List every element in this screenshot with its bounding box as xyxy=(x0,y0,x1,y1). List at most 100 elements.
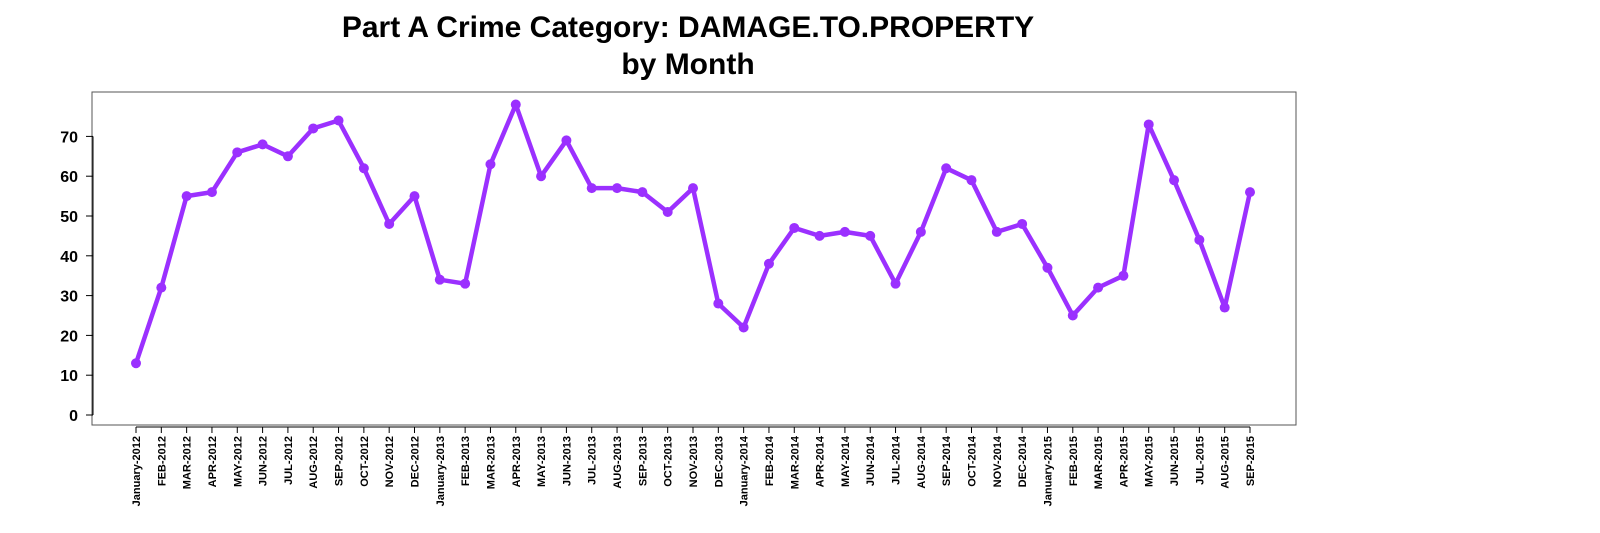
data-point xyxy=(1042,262,1053,273)
data-point xyxy=(1219,302,1230,313)
data-point xyxy=(1245,187,1255,198)
x-tick-label: MAY-2013 xyxy=(536,436,548,487)
x-tick-label: AUG-2012 xyxy=(308,436,320,489)
data-point xyxy=(1194,234,1205,245)
x-tick-label: JUL-2015 xyxy=(1194,436,1206,485)
y-tick-label: 70 xyxy=(60,129,78,146)
x-tick-label: FEB-2014 xyxy=(764,435,776,486)
data-point xyxy=(434,274,445,285)
data-point xyxy=(1017,218,1028,229)
y-tick-label: 30 xyxy=(60,289,78,306)
x-tick-label: FEB-2015 xyxy=(1068,436,1080,486)
data-point xyxy=(181,191,192,202)
data-point xyxy=(586,183,597,194)
x-axis: January-2012 FEB-2012 MAR-2012 APR-2012 MAY-… xyxy=(131,426,1257,506)
x-tick-label: MAR-2012 xyxy=(182,436,194,489)
data-point xyxy=(206,187,217,198)
data-point xyxy=(156,282,167,293)
y-tick-label: 40 xyxy=(60,249,78,266)
data-point xyxy=(763,258,774,269)
data-point xyxy=(384,218,395,229)
x-tick-label: MAR-2015 xyxy=(1093,436,1105,489)
chart-title-line1: Part A Crime Category: DAMAGE.TO.PROPERT… xyxy=(342,11,1034,44)
x-tick-label: NOV-2012 xyxy=(384,436,396,487)
data-point xyxy=(1067,310,1078,321)
y-tick-label: 50 xyxy=(60,209,78,226)
data-point xyxy=(409,191,420,202)
data-point xyxy=(232,147,243,158)
x-tick-label: JUN-2013 xyxy=(561,436,573,486)
x-tick-label: AUG-2013 xyxy=(612,436,624,489)
y-tick-label: 10 xyxy=(60,368,78,385)
data-point xyxy=(865,230,876,241)
x-tick-label: JUL-2014 xyxy=(891,435,903,485)
data-point xyxy=(131,358,141,369)
x-tick-label: DEC-2014 xyxy=(1017,435,1029,487)
x-tick-label: January-2012 xyxy=(131,436,143,506)
data-point xyxy=(460,278,471,289)
x-tick-label: MAY-2012 xyxy=(232,436,244,487)
x-tick-label: January-2015 xyxy=(1042,436,1054,506)
x-tick-label: JUL-2012 xyxy=(283,436,295,485)
data-point xyxy=(333,115,344,126)
data-point xyxy=(688,183,698,194)
data-point xyxy=(510,99,521,110)
x-tick-label: SEP-2013 xyxy=(637,436,649,486)
x-tick-label: MAR-2014 xyxy=(789,435,801,489)
data-point xyxy=(890,278,901,289)
data-point xyxy=(941,163,952,174)
x-tick-label: OCT-2014 xyxy=(967,435,979,487)
x-tick-label: APR-2014 xyxy=(815,435,827,487)
x-tick-label: JUN-2015 xyxy=(1169,436,1181,486)
x-tick-label: SEP-2015 xyxy=(1245,436,1257,486)
data-point xyxy=(1118,270,1129,281)
series-line xyxy=(133,102,1253,366)
data-point xyxy=(991,226,1002,237)
data-point xyxy=(966,175,977,186)
x-tick-label: OCT-2012 xyxy=(359,436,371,487)
data-point xyxy=(308,123,319,134)
data-point xyxy=(839,226,850,237)
x-tick-label: DEC-2012 xyxy=(410,436,422,487)
x-tick-label: January-2013 xyxy=(435,436,447,506)
x-tick-label: FEB-2012 xyxy=(156,436,168,486)
x-tick-label: AUG-2014 xyxy=(916,435,928,488)
x-tick-label: APR-2015 xyxy=(1118,436,1130,487)
data-point xyxy=(282,151,293,162)
y-tick-label: 0 xyxy=(69,408,78,425)
x-tick-label: DEC-2013 xyxy=(713,436,725,487)
data-point xyxy=(257,139,268,150)
x-tick-label: January-2014 xyxy=(739,435,751,506)
data-point xyxy=(561,135,572,146)
data-point xyxy=(789,222,800,233)
chart-title-line2: by Month xyxy=(621,48,754,81)
x-tick-label: MAY-2014 xyxy=(840,435,852,487)
data-point xyxy=(536,171,547,182)
plot-frame xyxy=(91,91,1297,426)
data-point xyxy=(1169,175,1180,186)
data-point xyxy=(485,159,496,170)
data-point xyxy=(358,163,369,174)
y-axis: 0 10 20 30 40 50 60 70 xyxy=(60,129,94,425)
x-tick-label: NOV-2013 xyxy=(688,436,700,487)
x-tick-label: OCT-2013 xyxy=(663,436,675,487)
data-point xyxy=(738,322,749,333)
x-tick-label: SEP-2012 xyxy=(334,436,346,486)
data-point xyxy=(713,298,724,309)
y-tick-label: 60 xyxy=(60,169,78,186)
data-point xyxy=(612,183,623,194)
x-tick-label: JUN-2014 xyxy=(865,435,877,486)
x-tick-label: SEP-2014 xyxy=(941,435,953,486)
x-tick-label: JUN-2012 xyxy=(258,436,270,486)
x-tick-label: NOV-2014 xyxy=(992,435,1004,487)
data-point xyxy=(1143,119,1154,130)
x-tick-label: MAY-2015 xyxy=(1144,436,1156,487)
series-line-group xyxy=(131,99,1255,369)
data-point xyxy=(814,230,825,241)
x-tick-label: JUL-2013 xyxy=(587,436,599,485)
x-tick-label: MAR-2013 xyxy=(485,436,497,489)
data-point xyxy=(915,226,926,237)
x-tick-label: AUG-2015 xyxy=(1220,436,1232,489)
x-tick-label: FEB-2013 xyxy=(460,436,472,486)
